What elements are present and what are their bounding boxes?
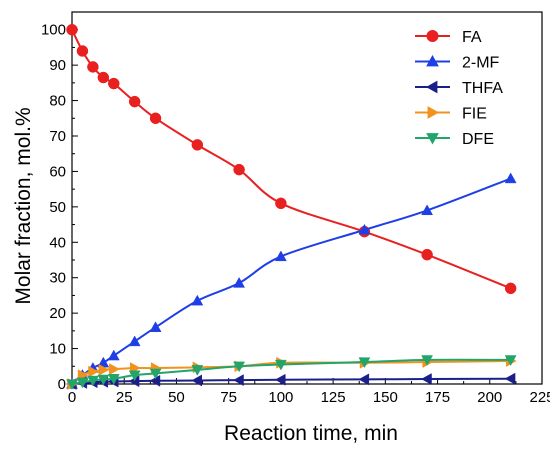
- data-point-dfe: [128, 370, 141, 382]
- data-point-2-mf: [504, 172, 517, 184]
- legend-label: FIE: [462, 106, 487, 123]
- data-point-dfe: [504, 355, 517, 366]
- data-point-2-mf: [128, 335, 141, 347]
- series-line-2-mf: [71, 177, 512, 385]
- y-tick-label: 20: [49, 305, 66, 322]
- data-point-fa: [191, 139, 204, 151]
- data-point-dfe: [421, 355, 434, 366]
- data-point-2-mf: [421, 204, 434, 216]
- legend-marker: [425, 80, 438, 94]
- series-line-fa: [71, 29, 512, 290]
- x-tick-label: 25: [116, 389, 133, 406]
- data-point-2-mf: [149, 321, 162, 332]
- y-axis-title: Molar fraction, mol.%: [12, 107, 35, 304]
- data-point-fa: [149, 112, 162, 125]
- data-point-fa: [87, 61, 99, 73]
- y-tick-label: 90: [49, 57, 66, 74]
- legend-marker: [426, 54, 439, 67]
- x-tick-label: 200: [477, 389, 502, 406]
- data-point-dfe: [107, 374, 120, 385]
- data-point-2-mf: [107, 349, 120, 361]
- data-point-thfa: [358, 373, 370, 386]
- x-tick-label: 75: [220, 389, 237, 406]
- y-tick-label: 0: [58, 376, 66, 393]
- data-point-dfe: [233, 361, 246, 373]
- legend-label: FA: [462, 29, 482, 46]
- x-tick-label: 125: [321, 389, 346, 406]
- y-tick-label: 10: [49, 341, 66, 358]
- y-tick-label: 70: [49, 128, 66, 145]
- data-point-fa: [66, 23, 78, 36]
- data-point-dfe: [86, 375, 99, 387]
- data-point-fa: [421, 248, 433, 261]
- data-point-fie: [109, 363, 120, 376]
- data-point-fa: [275, 197, 287, 210]
- data-point-fa: [128, 95, 141, 108]
- legend-marker: [426, 133, 439, 145]
- legend-item-fa: FA: [415, 29, 482, 46]
- data-point-fa: [108, 77, 120, 90]
- data-point-fie: [98, 363, 110, 376]
- x-tick-label: 50: [168, 389, 185, 406]
- data-point-dfe: [149, 368, 162, 380]
- data-point-dfe: [358, 357, 371, 369]
- y-tick-label: 30: [49, 270, 66, 287]
- legend-item-fie: FIE: [415, 106, 487, 123]
- x-tick-label: 175: [425, 389, 450, 406]
- data-point-2-mf: [274, 250, 287, 262]
- series-dfe: [66, 355, 517, 391]
- y-tick-label: 50: [49, 199, 66, 216]
- y-tick-label: 100: [41, 22, 66, 39]
- legend-item-thfa: THFA: [415, 80, 503, 97]
- data-point-dfe: [76, 377, 89, 389]
- legend-marker: [426, 30, 439, 42]
- data-point-dfe: [66, 379, 78, 391]
- y-tick-label: 60: [49, 163, 66, 180]
- x-tick-label: 100: [268, 389, 293, 406]
- legend-label: THFA: [462, 80, 503, 97]
- y-tick-label: 80: [49, 93, 66, 110]
- data-point-thfa: [233, 374, 244, 387]
- data-point-thfa: [191, 374, 202, 387]
- legend-item-2-mf: 2-MF: [415, 55, 500, 72]
- data-point-fa: [97, 71, 110, 84]
- x-tick-label: 225: [529, 389, 550, 406]
- data-point-thfa: [504, 372, 516, 385]
- data-point-fa: [233, 163, 245, 176]
- legend-marker: [427, 106, 440, 119]
- data-point-2-mf: [358, 223, 371, 235]
- y-tick-label: 40: [49, 234, 66, 251]
- data-point-dfe: [97, 374, 110, 386]
- data-point-dfe: [191, 365, 204, 376]
- x-tick-label: 0: [68, 389, 76, 406]
- legend-label: 2-MF: [462, 55, 500, 72]
- data-point-fa: [76, 45, 89, 57]
- legend-item-dfe: DFE: [415, 131, 494, 148]
- legend-label: DFE: [462, 131, 494, 148]
- data-point-2-mf: [191, 294, 204, 306]
- data-point-dfe: [274, 359, 287, 371]
- data-point-2-mf: [233, 277, 246, 288]
- legend: FA 2-MF THFA FIE DFE: [415, 29, 503, 148]
- series-2-mf: [66, 172, 517, 389]
- data-point-thfa: [421, 373, 432, 385]
- x-tick-label: 150: [373, 389, 398, 406]
- data-point-fie: [88, 365, 99, 378]
- data-point-fa: [504, 282, 517, 295]
- x-axis-title: Reaction time, min: [224, 422, 398, 445]
- data-point-thfa: [274, 373, 286, 386]
